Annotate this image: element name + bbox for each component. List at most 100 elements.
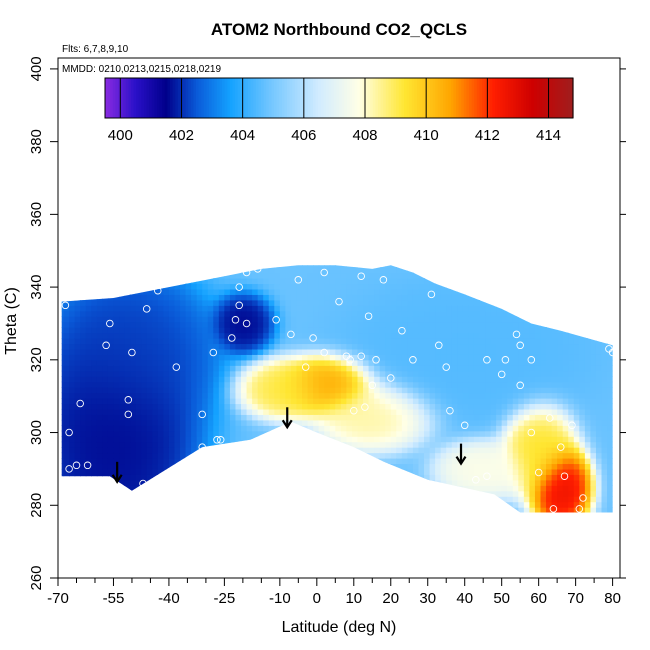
field-cell [595, 430, 603, 437]
field-cell [440, 327, 447, 334]
field-cell [374, 343, 381, 350]
field-cell [61, 305, 65, 312]
field-cell [119, 463, 126, 470]
field-cell [523, 441, 531, 448]
field-cell [579, 365, 586, 372]
field-cell [69, 419, 76, 426]
field-cell [152, 447, 159, 454]
field-cell [196, 392, 203, 399]
field-cell [302, 348, 309, 355]
field-cell [418, 408, 425, 415]
field-cell [329, 332, 336, 339]
field-cell [91, 403, 98, 410]
field-cell [96, 316, 103, 323]
field-cell [324, 359, 331, 366]
field-cell [385, 430, 392, 437]
field-cell [379, 376, 386, 383]
field-cell [451, 305, 458, 312]
field-cell [202, 381, 209, 388]
field-cell [274, 392, 281, 399]
field-cell [501, 485, 508, 492]
field-cell [479, 436, 486, 443]
field-cell [346, 436, 353, 443]
field-cell [285, 354, 292, 361]
field-cell [340, 348, 347, 355]
field-cell [496, 381, 503, 388]
field-cell [579, 430, 586, 437]
field-cell [573, 338, 580, 345]
field-cell [85, 310, 92, 317]
field-cell [96, 299, 103, 306]
field-cell [440, 419, 447, 426]
field-cell [196, 359, 203, 366]
field-cell [202, 359, 209, 366]
field-cell [213, 419, 220, 426]
field-cell [562, 392, 569, 399]
field-cell [307, 272, 314, 279]
field-cell [324, 425, 331, 432]
field-cell [529, 321, 536, 328]
field-cell [340, 381, 347, 388]
field-cell [496, 370, 503, 377]
field-cell [235, 299, 242, 306]
field-cell [69, 370, 76, 377]
field-cell [479, 332, 486, 339]
field-cell [274, 381, 281, 388]
field-cell [69, 376, 76, 383]
field-cell [119, 474, 126, 481]
field-cell [302, 265, 309, 268]
field-cell [335, 430, 342, 437]
field-cell [440, 468, 447, 475]
field-cell [324, 267, 331, 274]
field-cell [407, 294, 414, 301]
field-cell [274, 414, 281, 421]
field-cell [180, 283, 187, 290]
field-cell [584, 485, 592, 492]
field-cell [307, 403, 314, 410]
field-cell [363, 359, 370, 366]
field-cell [130, 348, 137, 355]
field-cell [351, 381, 359, 388]
field-cell [440, 408, 447, 415]
field-cell [96, 365, 103, 372]
field-cell [152, 288, 159, 295]
field-cell [135, 387, 142, 394]
field-cell [590, 468, 597, 475]
field-cell [468, 365, 475, 372]
field-cell [485, 436, 492, 443]
field-cell [457, 305, 464, 312]
field-cell [268, 305, 275, 312]
field-cell [157, 414, 164, 421]
field-cell [224, 310, 231, 317]
field-cell [557, 403, 564, 410]
field-cell [63, 425, 70, 432]
field-cell [69, 441, 76, 448]
field-cell [540, 436, 547, 443]
field-cell [557, 376, 564, 383]
field-cell [501, 327, 508, 334]
field-cell [584, 496, 592, 503]
field-cell [252, 387, 259, 394]
field-cell [518, 485, 525, 492]
field-cell [346, 441, 353, 448]
field-cell [74, 305, 81, 312]
field-cell [374, 370, 381, 377]
field-cell [146, 414, 153, 421]
field-cell [435, 288, 442, 295]
field-cell [218, 278, 225, 285]
field-cell [351, 398, 359, 405]
field-cell [296, 321, 303, 328]
field-cell [435, 403, 442, 410]
field-cell [119, 381, 126, 388]
field-cell [590, 398, 597, 405]
field-cell [507, 376, 514, 383]
field-cell [418, 430, 425, 437]
field-cell [451, 479, 458, 486]
field-cell [462, 408, 470, 415]
field-cell [329, 365, 336, 372]
field-cell [540, 403, 547, 410]
field-cell [218, 305, 225, 312]
field-cell [313, 288, 320, 295]
field-cell [518, 348, 525, 355]
field-cell [124, 458, 131, 465]
